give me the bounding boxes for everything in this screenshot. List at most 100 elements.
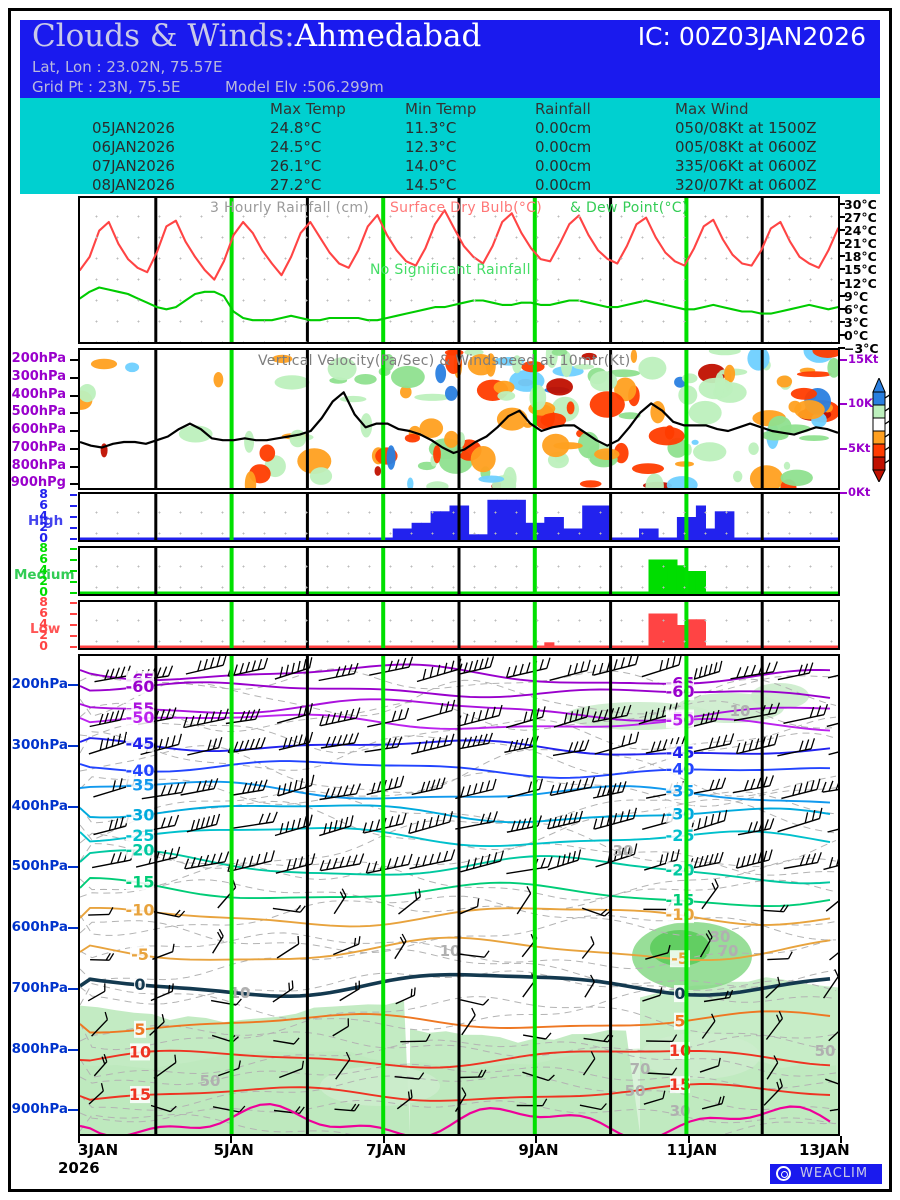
cell-max-wind: 320/07Kt at 0600Z bbox=[675, 176, 817, 194]
svg-text:-5: -5 bbox=[131, 945, 149, 964]
cloud-scale-label: 2 bbox=[39, 627, 48, 642]
temp-tick bbox=[838, 203, 845, 205]
low-cloud-panel bbox=[78, 600, 840, 650]
cloud-scale-tick bbox=[70, 635, 77, 637]
date-tick-label: 11JAN bbox=[666, 1141, 718, 1159]
header-banner: Clouds & Winds:Ahmedabad IC: 00Z03JAN202… bbox=[20, 18, 880, 98]
temp-tick-label: 18°C bbox=[844, 249, 877, 265]
svg-text:-35: -35 bbox=[126, 776, 155, 795]
vv-pressure-tick bbox=[70, 447, 78, 450]
dot-grid bbox=[80, 198, 838, 342]
temp-tick bbox=[838, 333, 845, 336]
svg-text:-15: -15 bbox=[126, 873, 155, 892]
temp-tick-label: 0°C bbox=[844, 327, 869, 343]
svg-text:-30: -30 bbox=[666, 805, 695, 824]
cloud-scale-label: 6 bbox=[39, 497, 48, 512]
temp-tick-label: 9°C bbox=[844, 288, 869, 304]
svg-text:-45: -45 bbox=[126, 734, 155, 753]
temp-tick bbox=[838, 242, 845, 245]
svg-text:-60: -60 bbox=[126, 677, 155, 696]
cloud-scale-tick bbox=[70, 602, 77, 604]
daily-summary-table: Max Temp Min Temp Rainfall Max Wind 05JA… bbox=[20, 98, 880, 194]
vv-pressure-label: 400hPa bbox=[11, 386, 66, 402]
cloud-scale-tick bbox=[70, 538, 77, 540]
cell-rainfall: 0.00cm bbox=[535, 176, 592, 194]
cloud-scale-tick bbox=[70, 516, 77, 518]
cloud-scale-tick bbox=[70, 527, 77, 529]
cloud-scale-label: 2 bbox=[39, 519, 48, 534]
cell-date: 05JAN2026 bbox=[92, 119, 175, 137]
table-row: 07JAN2026 26.1°C 14.0°C 0.00cm 335/06Kt … bbox=[20, 157, 880, 176]
main-pressure-label: 800hPa bbox=[11, 1041, 68, 1057]
temp-tick-label: 12°C bbox=[844, 275, 877, 291]
cloud-scale-tick bbox=[70, 592, 77, 594]
cloud-scale-label: 8 bbox=[39, 594, 48, 609]
cell-max-temp: 24.8°C bbox=[270, 119, 322, 137]
svg-text:5: 5 bbox=[134, 1020, 145, 1039]
cloud-scale-label: 0 bbox=[39, 584, 48, 599]
medium-cloud-label: Medium bbox=[14, 567, 75, 583]
gridpoint-label: Grid Pt : 23N, 75.5E bbox=[32, 78, 181, 96]
cell-rainfall: 0.00cm bbox=[535, 138, 592, 156]
vv-pressure-tick bbox=[70, 412, 78, 415]
cell-min-temp: 14.5°C bbox=[405, 176, 457, 194]
temp-tick bbox=[838, 229, 845, 232]
cloud-scale-tick bbox=[70, 494, 77, 496]
date-tick-label: 7JAN bbox=[366, 1141, 407, 1159]
main-pressure-label: 300hPa bbox=[11, 737, 68, 753]
svg-text:-50: -50 bbox=[666, 710, 695, 729]
weaclim-logo: WEACLIM bbox=[770, 1164, 882, 1184]
cell-rainfall: 0.00cm bbox=[535, 157, 592, 175]
vv-pressure-label: 700hPa bbox=[11, 439, 66, 455]
svg-text:50: 50 bbox=[625, 1082, 646, 1100]
windspeed-tick-label: 15Kt bbox=[848, 352, 879, 366]
medium-cloud-panel bbox=[78, 546, 840, 596]
logo-text: WEACLIM bbox=[800, 1166, 869, 1181]
page-title: Clouds & Winds:Ahmedabad bbox=[32, 18, 482, 54]
cloud-scale-label: 4 bbox=[39, 508, 48, 523]
no-rainfall-note: No Significant Rainfall bbox=[370, 262, 531, 278]
cloud-scale-label: 0 bbox=[39, 530, 48, 545]
svg-text:10: 10 bbox=[230, 984, 251, 1002]
table-row: 08JAN2026 27.2°C 14.5°C 0.00cm 320/07Kt … bbox=[20, 176, 880, 195]
svg-text:10: 10 bbox=[440, 942, 461, 960]
date-tick bbox=[382, 1136, 385, 1143]
svg-text:-30: -30 bbox=[126, 805, 155, 824]
vv-pressure-tick bbox=[70, 483, 78, 486]
vv-panel-title: Vertical Velocity(Pa/Sec) & Windspeed at… bbox=[258, 353, 631, 369]
svg-text:50: 50 bbox=[200, 1072, 221, 1090]
svg-text:-25: -25 bbox=[666, 826, 695, 845]
svg-text:-20: -20 bbox=[666, 861, 695, 880]
windspeed-tick bbox=[840, 492, 847, 494]
date-tick bbox=[687, 1136, 690, 1143]
svg-text:-10: -10 bbox=[126, 901, 155, 920]
latlon-label: Lat, Lon : 23.02N, 75.57E bbox=[32, 58, 223, 76]
vv-pressure-tick bbox=[70, 359, 78, 361]
cell-date: 06JAN2026 bbox=[92, 138, 175, 156]
date-tick-label: 13JAN bbox=[799, 1141, 850, 1159]
vv-pressure-label: 600hPa bbox=[11, 422, 66, 438]
cloud-scale-tick bbox=[70, 548, 77, 550]
cloud-scale-label: 4 bbox=[39, 616, 48, 631]
table-row: 05JAN2026 24.8°C 11.3°C 0.00cm 050/08Kt … bbox=[20, 119, 880, 138]
initial-condition-label: IC: 00Z03JAN2026 bbox=[637, 22, 866, 51]
svg-text:-40: -40 bbox=[126, 761, 155, 780]
svg-text:10: 10 bbox=[129, 1042, 151, 1061]
main-pressure-label: 200hPa bbox=[11, 676, 68, 692]
temp-panel-title-rain: 3 Hourly Rainfall (cm) bbox=[210, 200, 370, 216]
cloud-scale-label: 8 bbox=[39, 486, 48, 501]
date-tick bbox=[78, 1136, 80, 1143]
cell-max-wind: 005/08Kt at 0600Z bbox=[675, 138, 817, 156]
dot-grid bbox=[80, 494, 838, 540]
col-max-temp: Max Temp bbox=[270, 100, 346, 118]
temp-panel-title-drybulb: Surface Dry Bulb(°C) bbox=[390, 200, 543, 216]
cell-date: 08JAN2026 bbox=[92, 176, 175, 194]
cloud-scale-label: 6 bbox=[39, 551, 48, 566]
cell-date: 07JAN2026 bbox=[92, 157, 175, 175]
windspeed-tick bbox=[840, 359, 847, 361]
windspeed-colorbar bbox=[872, 378, 892, 482]
cloud-scale-label: 6 bbox=[39, 605, 48, 620]
cross-section-plot: -65-65-60-60-55-55-50-50-45-45-40-40-35-… bbox=[80, 656, 838, 1134]
dot-grid bbox=[80, 602, 838, 648]
svg-text:70: 70 bbox=[718, 942, 739, 960]
